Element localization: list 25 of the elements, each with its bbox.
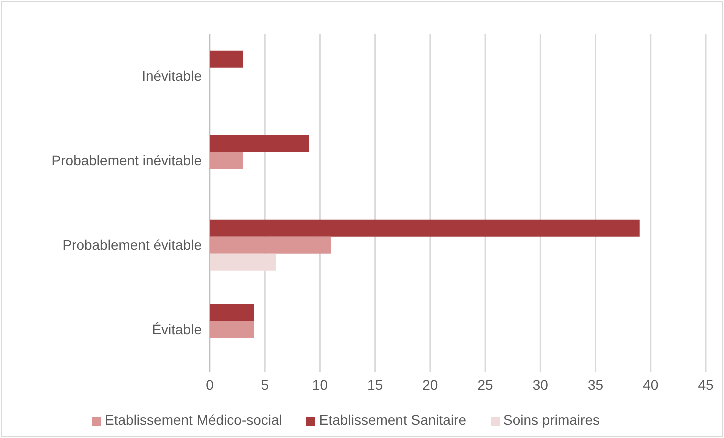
x-tick-label: 5 [261, 376, 270, 393]
bar [210, 220, 640, 237]
bar [210, 50, 244, 68]
bar [210, 321, 254, 338]
bar [210, 152, 244, 170]
bar [210, 135, 310, 152]
x-tick-label: 35 [588, 376, 604, 393]
y-tick-label: Inévitable [142, 68, 202, 84]
legend-label: Soins primaires [504, 412, 600, 428]
y-tick-label: Probablement évitable [62, 237, 202, 254]
x-tick-label: 30 [532, 376, 549, 393]
x-tick-label: 20 [422, 376, 438, 393]
x-tick-label: 0 [206, 376, 214, 393]
bar [210, 304, 254, 322]
x-tick-label: 40 [643, 376, 659, 393]
bar [210, 236, 332, 254]
legend-label: Etablissement Sanitaire [319, 412, 466, 428]
legend-label: Etablissement Médico-social [105, 412, 282, 428]
y-tick-label: Probablement inévitable [52, 152, 202, 169]
y-tick-label: Évitable [152, 322, 202, 338]
x-tick-label: 25 [478, 376, 494, 393]
bar [210, 254, 276, 271]
x-tick-label: 15 [368, 376, 384, 393]
x-tick-label: 45 [698, 376, 714, 393]
x-tick-label: 10 [312, 376, 328, 393]
